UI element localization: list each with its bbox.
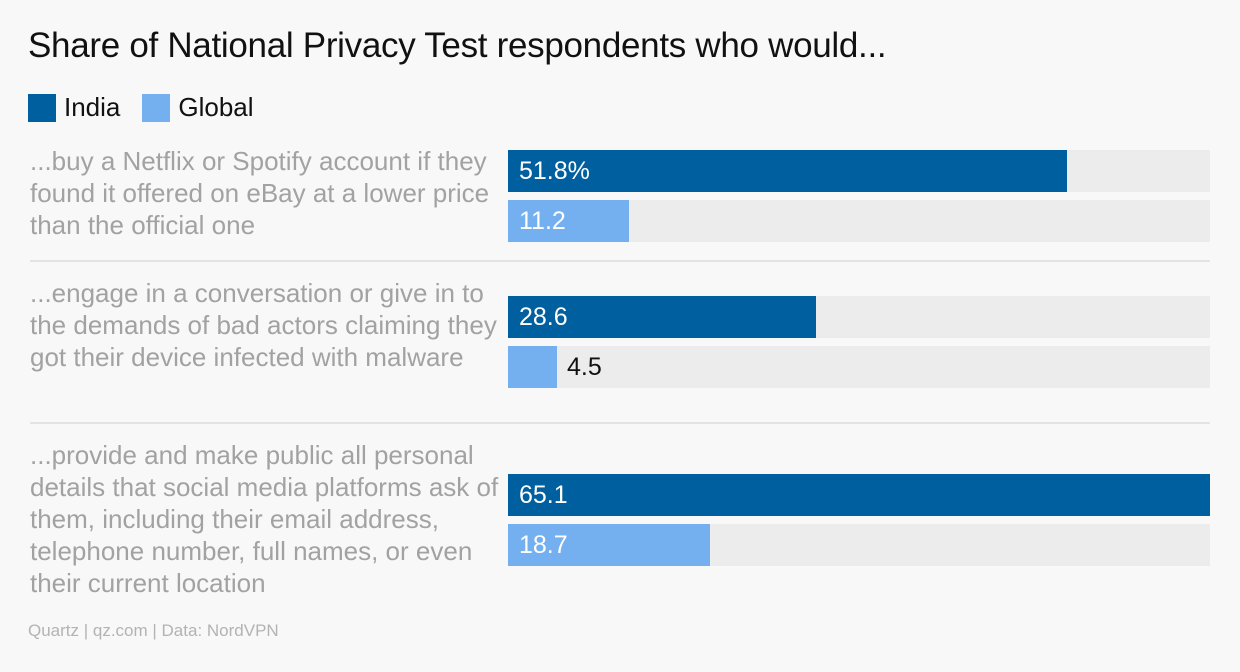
legend-item-global: Global <box>142 92 254 123</box>
bar-india <box>508 296 816 338</box>
category-label: ...buy a Netflix or Spotify account if t… <box>30 146 490 240</box>
legend-swatch-india <box>28 93 56 122</box>
bar-track: 65.1 <box>508 474 1210 516</box>
data-label: 11.2 <box>519 207 566 235</box>
data-label: 18.7 <box>519 531 568 559</box>
chart-title: Share of National Privacy Test responden… <box>28 26 887 65</box>
bar-track: 4.5 <box>508 346 1210 388</box>
source-footer: Quartz | qz.com | Data: NordVPN <box>28 621 279 640</box>
legend-label-india: India <box>64 92 121 122</box>
data-label: 65.1 <box>519 481 568 509</box>
bar-track: 51.8% <box>508 150 1210 192</box>
category-label: ...provide and make public all personal … <box>30 440 499 598</box>
category-label: ...engage in a conversation or give in t… <box>30 278 497 372</box>
bar-track: 28.6 <box>508 296 1210 338</box>
bar-global <box>508 346 557 388</box>
data-label: 51.8% <box>519 157 590 185</box>
bar-india <box>508 150 1067 192</box>
bar-track: 18.7 <box>508 524 1210 566</box>
bar-india <box>508 474 1210 516</box>
legend: India Global <box>28 92 276 123</box>
group-divider <box>30 260 1210 262</box>
group-divider <box>30 422 1210 424</box>
legend-swatch-global <box>142 93 171 122</box>
data-label: 4.5 <box>567 353 602 381</box>
legend-item-india: India <box>28 92 120 123</box>
data-label: 28.6 <box>519 303 568 331</box>
bar-global <box>508 524 710 566</box>
bar-track: 11.2 <box>508 200 1210 242</box>
legend-label-global: Global <box>178 92 254 122</box>
bar-global <box>508 200 629 242</box>
